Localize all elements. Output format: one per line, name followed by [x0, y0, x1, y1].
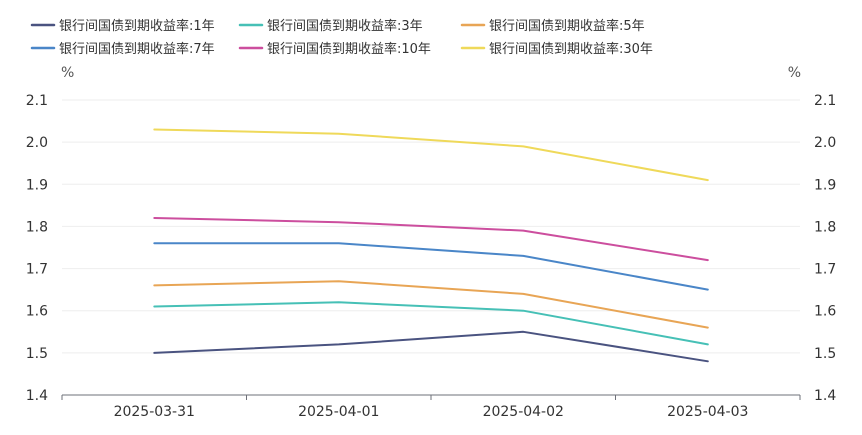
y-tick-label-right: 1.6 — [814, 304, 836, 320]
legend-label: 银行间国债到期收益率:5年 — [489, 18, 645, 34]
y-tick-label-left: 1.8 — [26, 219, 48, 235]
series-line-2 — [153, 280, 709, 329]
y-tick-label-right: 1.8 — [814, 219, 836, 235]
series-line-1 — [153, 301, 709, 346]
legend-item[interactable]: 银行间国债到期收益率:3年 — [238, 18, 423, 34]
y-unit-right: % — [788, 65, 801, 81]
legend-item[interactable]: 银行间国债到期收益率:5年 — [460, 18, 645, 34]
series-line-5 — [153, 128, 709, 182]
legend-label: 银行间国债到期收益率:30年 — [489, 41, 653, 57]
y-unit-left: % — [61, 65, 74, 81]
y-tick-label-left: 1.4 — [26, 388, 48, 404]
legend-item[interactable]: 银行间国债到期收益率:7年 — [30, 41, 215, 57]
x-tick-label: 2025-03-31 — [114, 404, 195, 420]
y-tick-label-left: 2.0 — [26, 135, 48, 151]
legend-label: 银行间国债到期收益率:10年 — [267, 41, 431, 57]
y-tick-label-right: 1.5 — [814, 346, 836, 362]
legend-label: 银行间国债到期收益率:3年 — [267, 18, 423, 34]
y-tick-label-right: 2.1 — [814, 93, 836, 109]
legend-label: 银行间国债到期收益率:7年 — [59, 41, 215, 57]
gridlines — [62, 99, 800, 354]
x-tick-label: 2025-04-02 — [483, 404, 564, 420]
legend-label: 银行间国债到期收益率:1年 — [59, 18, 215, 34]
y-tick-label-left: 1.9 — [26, 177, 48, 193]
y-tick-label-right: 1.9 — [814, 177, 836, 193]
y-tick-label-right: 1.4 — [814, 388, 836, 404]
y-tick-label-left: 1.7 — [26, 262, 48, 278]
axes: 1.4 1.4 1.5 1.5 1.6 1.6 1.7 1.7 1.8 1.8 1.9 1.9 2.0 2… — [26, 65, 837, 420]
legend-item[interactable]: 银行间国债到期收益率:10年 — [238, 41, 431, 57]
legend-item[interactable]: 银行间国债到期收益率:1年 — [30, 18, 215, 34]
legend: 银行间国债到期收益率:1年 银行间国债到期收益率:3年 银行间国债到期收益率:5年银… — [30, 18, 653, 57]
series-lines — [153, 128, 709, 363]
x-tick-label: 2025-04-01 — [298, 404, 379, 420]
series-line-4 — [153, 217, 709, 262]
series-line-3 — [153, 242, 709, 291]
y-tick-label-left: 1.6 — [26, 304, 48, 320]
legend-item[interactable]: 银行间国债到期收益率:30年 — [460, 41, 653, 57]
y-tick-label-left: 2.1 — [26, 93, 48, 109]
y-tick-label-right: 1.7 — [814, 262, 836, 278]
x-tick-label: 2025-04-03 — [667, 404, 748, 420]
series-line-0 — [153, 330, 709, 363]
y-tick-label-left: 1.5 — [26, 346, 48, 362]
y-tick-label-right: 2.0 — [814, 135, 836, 151]
